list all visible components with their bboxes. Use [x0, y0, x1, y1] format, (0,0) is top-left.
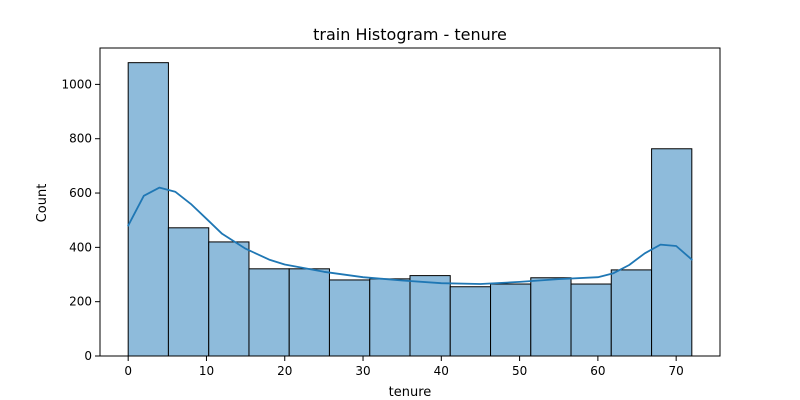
histogram-bar-8 [449, 286, 492, 357]
bars-layer [127, 62, 693, 357]
histogram-bar-13 [651, 148, 693, 357]
y-tick-label: 400 [69, 240, 92, 254]
y-tick-label: 1000 [61, 77, 92, 91]
histogram-bar-11 [570, 283, 612, 357]
x-tick-label: 40 [434, 364, 449, 378]
plot-frame [99, 47, 721, 357]
histogram-bar-12 [610, 269, 653, 357]
histogram-bar-1 [167, 227, 210, 357]
y-tick-label: 200 [69, 295, 92, 309]
kde-layer [127, 186, 693, 285]
histogram-bar-2 [208, 241, 250, 357]
y-tick-label: 800 [69, 132, 92, 146]
axes-frame [99, 47, 721, 357]
histogram-bar-4 [288, 268, 330, 357]
histogram-bar-7 [409, 275, 451, 357]
x-axis-label: tenure [389, 385, 432, 400]
histogram-bar-10 [530, 277, 572, 357]
kde-curve [127, 186, 693, 285]
x-tick-label: 50 [512, 364, 527, 378]
histogram-bar-9 [490, 283, 532, 357]
x-tick-label: 30 [355, 364, 370, 378]
x-tick-label: 10 [199, 364, 214, 378]
y-axis-label: Count [35, 184, 50, 223]
chart-title: train Histogram - tenure [313, 25, 507, 44]
histogram-bar-3 [248, 268, 290, 357]
x-tick-label: 20 [277, 364, 292, 378]
y-axis-ticks: 0 200 400 600 800 1000 [61, 77, 100, 363]
y-tick-label: 0 [84, 349, 92, 363]
x-tick-label: 60 [590, 364, 605, 378]
x-tick-label: 70 [669, 364, 684, 378]
histogram-bar-0 [127, 62, 169, 357]
y-tick-label: 600 [69, 186, 92, 200]
histogram-bar-5 [328, 279, 371, 357]
x-axis-ticks: 0 10 20 30 40 50 60 70 [124, 356, 684, 378]
x-tick-label: 0 [124, 364, 132, 378]
histogram-bar-6 [369, 278, 411, 357]
